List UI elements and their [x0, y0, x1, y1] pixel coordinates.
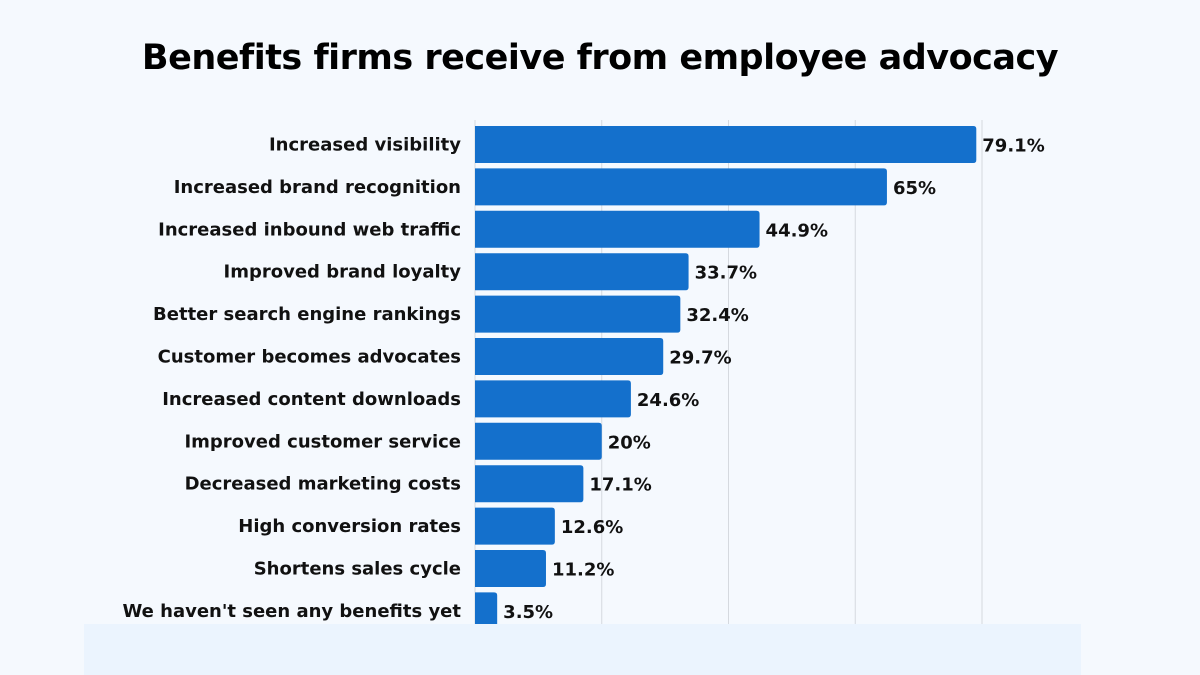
category-label: Shortens sales cycle [254, 559, 461, 580]
bar [475, 168, 887, 206]
value-label: 3.5% [503, 602, 553, 623]
value-label: 79.1% [982, 136, 1044, 157]
category-label: Decreased marketing costs [185, 474, 461, 495]
footer-panel [84, 624, 1081, 675]
category-label: Customer becomes advocates [158, 347, 461, 368]
bar [475, 295, 681, 333]
category-label: Increased inbound web traffic [158, 219, 461, 240]
bar [474, 465, 584, 503]
bar [475, 338, 664, 375]
bar [475, 592, 498, 630]
value-label: 33.7% [695, 263, 757, 284]
category-label: Increased visibility [269, 135, 461, 156]
category-label: High conversion rates [238, 516, 461, 537]
category-label: Increased brand recognition [174, 177, 461, 198]
category-label: Better search engine rankings [153, 304, 461, 325]
chart-title: Benefits firms receive from employee adv… [141, 38, 1059, 78]
bar [474, 210, 760, 248]
bar [474, 507, 555, 545]
value-label: 65% [893, 178, 936, 199]
bar [475, 126, 977, 163]
value-label: 44.9% [766, 220, 828, 241]
value-label: 11.2% [552, 560, 614, 581]
category-label: Increased content downloads [162, 389, 461, 410]
bar [475, 422, 602, 460]
value-label: 32.4% [686, 305, 748, 326]
value-label: 12.6% [561, 517, 623, 538]
category-label: Improved customer service [184, 431, 461, 452]
category-label: Improved brand loyalty [224, 262, 462, 283]
bar [474, 550, 546, 587]
value-label: 17.1% [589, 475, 651, 496]
bar [474, 380, 631, 418]
value-label: 29.7% [669, 348, 731, 369]
value-label: 20% [608, 432, 651, 453]
bar [475, 253, 689, 291]
category-label: We haven't seen any benefits yet [122, 601, 461, 622]
value-label: 24.6% [637, 390, 699, 411]
